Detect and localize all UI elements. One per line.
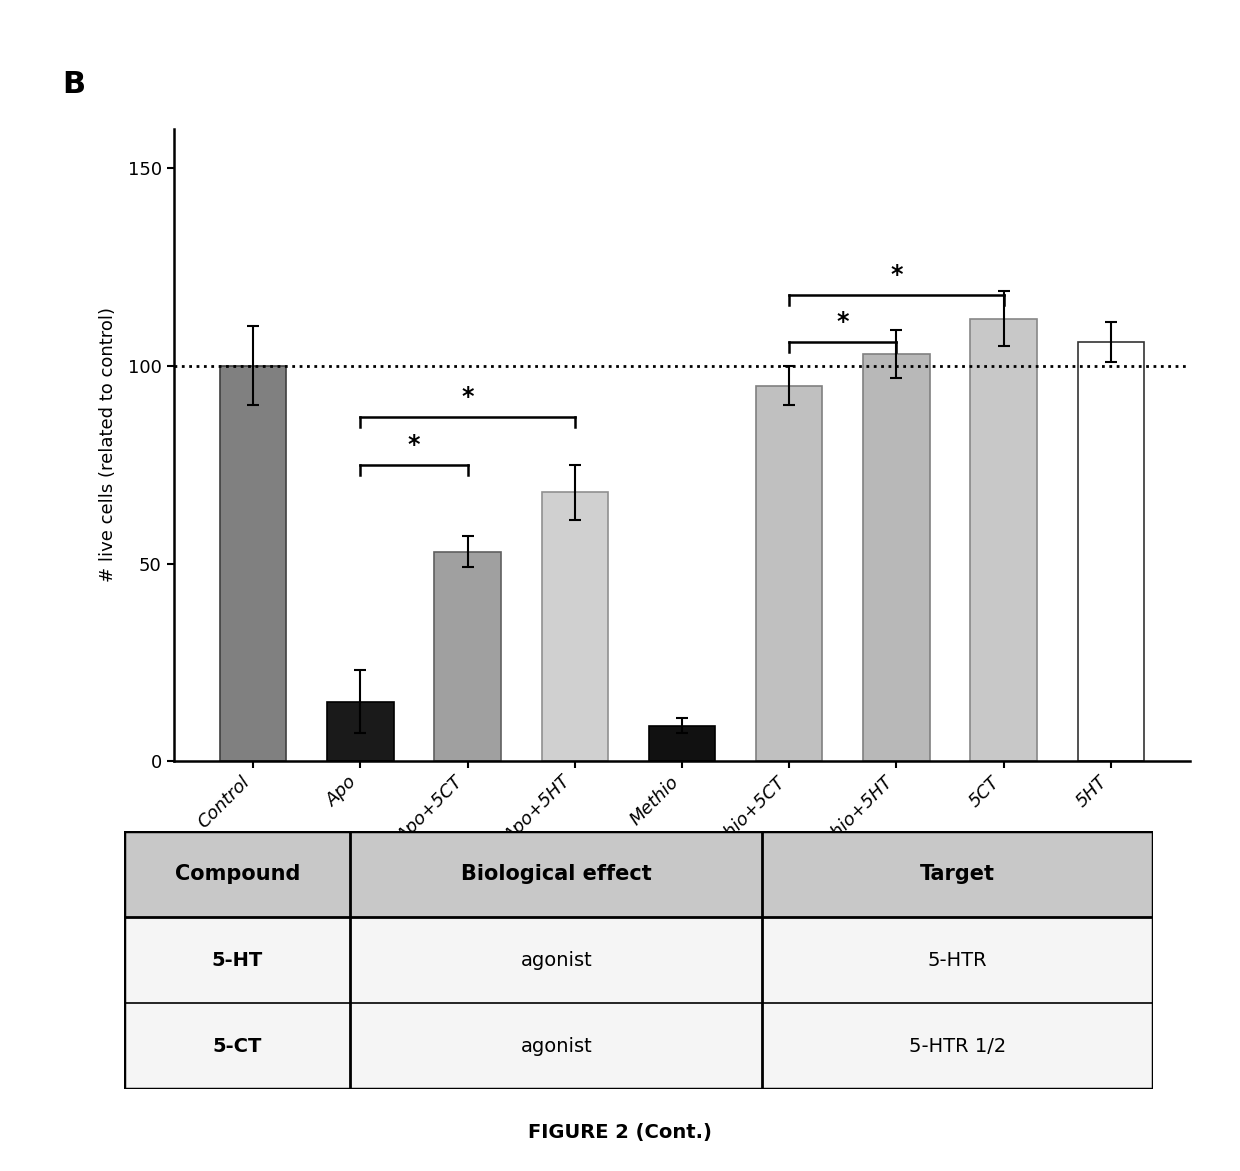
Text: 5-HT: 5-HT xyxy=(212,951,263,970)
Text: 5-HTR: 5-HTR xyxy=(928,951,987,970)
Text: B: B xyxy=(62,70,86,100)
Bar xyxy=(327,701,393,761)
Text: agonist: agonist xyxy=(521,951,593,970)
Text: agonist: agonist xyxy=(521,1036,593,1055)
Bar xyxy=(542,492,608,761)
Bar xyxy=(124,917,1153,1004)
Bar xyxy=(124,1004,1153,1089)
Text: 5-CT: 5-CT xyxy=(212,1036,262,1055)
Bar xyxy=(756,385,822,761)
Bar xyxy=(124,831,1153,917)
Bar xyxy=(971,319,1037,761)
Text: *: * xyxy=(837,310,849,335)
Bar xyxy=(1078,342,1145,761)
Text: FIGURE 2 (Cont.): FIGURE 2 (Cont.) xyxy=(528,1123,712,1142)
Text: *: * xyxy=(461,385,474,410)
Y-axis label: # live cells (related to control): # live cells (related to control) xyxy=(98,308,117,582)
Bar xyxy=(649,726,715,761)
Text: Target: Target xyxy=(920,864,996,884)
Text: Compound: Compound xyxy=(175,864,300,884)
Bar xyxy=(219,365,286,761)
Bar xyxy=(434,552,501,761)
Bar xyxy=(863,354,930,761)
Text: Biological effect: Biological effect xyxy=(461,864,652,884)
Text: *: * xyxy=(890,263,903,287)
Text: 5-HTR 1/2: 5-HTR 1/2 xyxy=(909,1036,1007,1055)
Text: *: * xyxy=(408,433,420,457)
